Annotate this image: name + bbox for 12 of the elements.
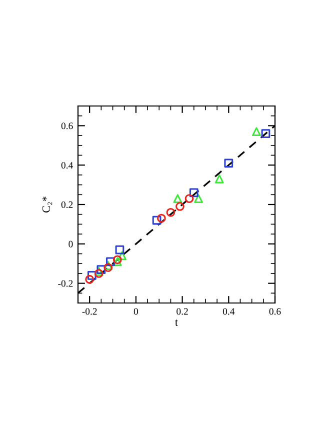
x-tick-label: 0.2	[176, 308, 188, 315]
x-tick-label: 0	[134, 308, 138, 315]
y-tick-label: -0.2	[58, 280, 73, 287]
y-tick-label: 0.6	[61, 122, 73, 130]
y-tick-label: 0.2	[61, 201, 73, 208]
y-axis-title: C₂*	[42, 196, 52, 212]
x-tick-label: 0.6	[269, 308, 281, 315]
x-tick-label: -0.2	[82, 308, 97, 315]
x-tick-label: 0.4	[222, 308, 235, 315]
x-axis-title: t	[175, 320, 178, 326]
y-tick-label: 0	[68, 240, 73, 248]
y-tick-label: 0.4	[61, 162, 73, 169]
